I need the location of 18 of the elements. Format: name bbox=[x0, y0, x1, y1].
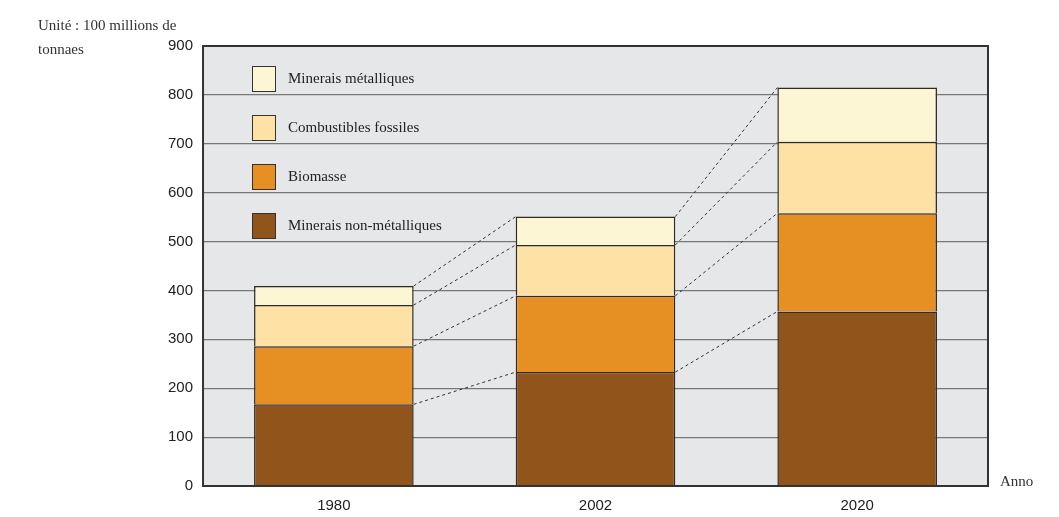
x-tick-label: 1980 bbox=[317, 496, 351, 514]
y-tick-label: 400 bbox=[168, 280, 194, 298]
y-tick-label: 800 bbox=[168, 85, 194, 103]
x-tick-label: 2002 bbox=[578, 496, 613, 514]
y-tick-label: 900 bbox=[168, 36, 194, 54]
y-tick-label: 0 bbox=[184, 476, 194, 494]
y-tick-label: 700 bbox=[168, 133, 194, 151]
x-axis-title: Anno bbox=[1000, 473, 1034, 489]
legend-label: Minerais métalliques bbox=[288, 70, 415, 87]
legend-label: Biomasse bbox=[288, 168, 347, 185]
legend-label: Minerais non-métalliques bbox=[288, 217, 442, 234]
y-tick-label: 300 bbox=[168, 329, 194, 347]
y-tick-label: 600 bbox=[168, 182, 194, 200]
y-tick-label: 100 bbox=[168, 427, 194, 445]
x-tick-label: 2020 bbox=[840, 496, 874, 514]
legend-label: Combustibles fossiles bbox=[288, 119, 420, 136]
y-tick-label: 500 bbox=[168, 231, 194, 249]
y-tick-label: 200 bbox=[168, 378, 194, 396]
